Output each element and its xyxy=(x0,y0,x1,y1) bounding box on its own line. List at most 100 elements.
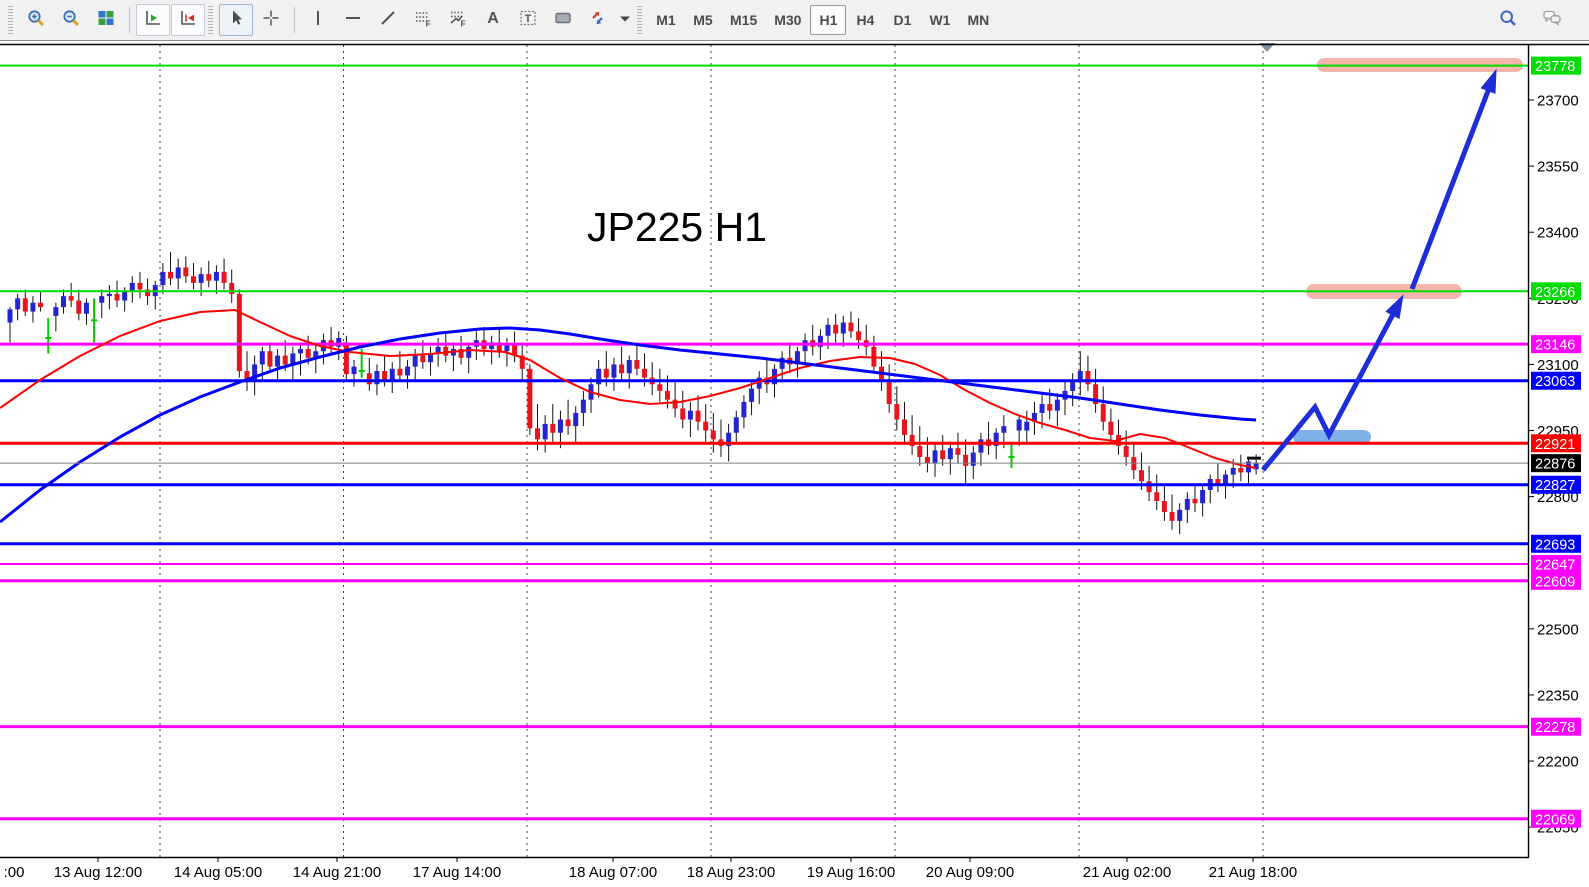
time-tick-label: 21 Aug 02:00 xyxy=(1083,864,1171,881)
candle-body xyxy=(305,348,311,358)
zoom-in-icon xyxy=(26,8,46,33)
tool-chart-shift[interactable] xyxy=(171,4,205,36)
tab-timeframe-m15[interactable]: M15 xyxy=(730,12,758,28)
candle-body xyxy=(1001,426,1007,433)
candle-body xyxy=(366,373,372,385)
crosshair-icon xyxy=(261,8,281,33)
vertical-line-icon xyxy=(308,8,328,33)
candle-body xyxy=(1238,467,1244,473)
tab-timeframe-d1[interactable]: D1 xyxy=(893,12,912,28)
tool-zoom-in[interactable] xyxy=(19,4,53,36)
candle-body xyxy=(374,371,380,385)
tool-tile-windows[interactable] xyxy=(89,4,123,36)
projection-arrow-leg2[interactable] xyxy=(1409,68,1497,290)
tab-timeframe-w1[interactable]: W1 xyxy=(929,12,951,28)
tool-chat[interactable] xyxy=(1535,4,1569,36)
toolbar: F F A T M1 M5 M15 M30 H1 H4 D1 W1 MN xyxy=(0,0,1589,41)
candle-body xyxy=(183,267,189,277)
tool-text-label[interactable]: T xyxy=(511,4,545,36)
tab-timeframe-m5[interactable]: M5 xyxy=(693,12,713,28)
candle-body xyxy=(76,300,82,314)
toolbar-grip[interactable] xyxy=(637,6,642,34)
tool-horizontal-line[interactable] xyxy=(336,4,370,36)
candle-body xyxy=(175,267,181,279)
current-price-badge-text: 22876 xyxy=(1535,457,1575,473)
projection-arrow-leg1-shaft xyxy=(1261,301,1402,472)
tool-arrows-dropdown[interactable] xyxy=(616,4,634,36)
tab-timeframe-h4[interactable]: H4 xyxy=(856,12,875,28)
candle-body xyxy=(1039,404,1045,413)
price-badge-22278-text: 22278 xyxy=(1535,720,1575,736)
fast-ma-line xyxy=(0,309,1257,469)
candle-body xyxy=(848,322,854,332)
zoom-out-icon xyxy=(61,8,81,33)
candle-body xyxy=(53,307,59,316)
tab-timeframe-m30[interactable]: M30 xyxy=(774,12,802,28)
time-tick-label: 19 Aug 16:00 xyxy=(807,864,895,881)
tab-timeframe-m1[interactable]: M1 xyxy=(656,12,676,28)
candle-body xyxy=(580,399,586,413)
tool-fibonacci-retracement[interactable]: F xyxy=(441,4,475,36)
candle-body xyxy=(664,390,670,400)
candle-body xyxy=(83,302,89,314)
candle-body xyxy=(275,355,281,367)
candle-body xyxy=(106,293,112,297)
candle-body xyxy=(160,271,166,286)
time-tick-label: 18 Aug 23:00 xyxy=(687,864,775,881)
candle-body xyxy=(733,417,739,433)
candle-body xyxy=(489,342,495,349)
chart-title-text[interactable]: JP225 H1 xyxy=(587,204,767,250)
time-tick-label: :00 xyxy=(4,864,25,881)
entry-zone-22921[interactable] xyxy=(1293,430,1371,444)
candle-body xyxy=(1200,490,1206,504)
candle-body xyxy=(527,368,533,429)
candle-body xyxy=(978,439,984,453)
candle-body xyxy=(496,342,502,352)
candle-body xyxy=(626,360,632,374)
candle-body xyxy=(313,351,319,358)
candle-body xyxy=(1177,509,1183,521)
tab-timeframe-mn[interactable]: MN xyxy=(967,12,990,28)
tool-rectangle[interactable] xyxy=(546,4,580,36)
tab-timeframe-h1[interactable]: H1 xyxy=(810,5,847,35)
candle-body xyxy=(420,355,426,363)
candle-body xyxy=(259,351,265,365)
price-badge-22609 xyxy=(1531,571,1581,590)
candle-body xyxy=(382,371,388,380)
time-axis[interactable] xyxy=(0,859,1528,887)
toolbar-grip[interactable] xyxy=(8,6,13,34)
candle-body xyxy=(1161,501,1167,513)
price-axis[interactable] xyxy=(1529,45,1589,857)
text-icon: A xyxy=(483,8,503,33)
tool-equidistant-channel[interactable]: F xyxy=(406,4,440,36)
candle-body xyxy=(466,346,472,358)
tool-cursor[interactable] xyxy=(219,4,253,36)
cursor-icon xyxy=(226,8,246,33)
candle-body xyxy=(687,410,693,420)
tool-text[interactable]: A xyxy=(476,4,510,36)
toolbar-separator xyxy=(129,7,130,33)
price-badge-23146-text: 23146 xyxy=(1535,338,1575,354)
tool-arrows[interactable] xyxy=(581,4,615,36)
candle-body xyxy=(703,421,709,431)
candle-body xyxy=(779,357,785,369)
candle-body xyxy=(351,366,357,375)
tool-auto-scroll[interactable] xyxy=(136,4,170,36)
tool-vertical-line[interactable] xyxy=(301,4,335,36)
time-tick-label: 13 Aug 12:00 xyxy=(54,864,142,881)
toolbar-grip[interactable] xyxy=(208,6,213,34)
tool-zoom-out[interactable] xyxy=(54,4,88,36)
projection-arrow-leg2-shaft xyxy=(1409,77,1496,290)
projection-arrow-leg1[interactable] xyxy=(1261,294,1404,472)
candle-body xyxy=(550,423,556,433)
tool-crosshair[interactable] xyxy=(254,4,288,36)
candle-body xyxy=(963,454,969,466)
tool-trend-line[interactable] xyxy=(371,4,405,36)
tool-search[interactable] xyxy=(1491,4,1525,36)
candle-body xyxy=(955,448,961,455)
price-badge-23266-text: 23266 xyxy=(1535,285,1575,301)
candle-body xyxy=(642,368,648,378)
candle-body xyxy=(619,364,625,374)
